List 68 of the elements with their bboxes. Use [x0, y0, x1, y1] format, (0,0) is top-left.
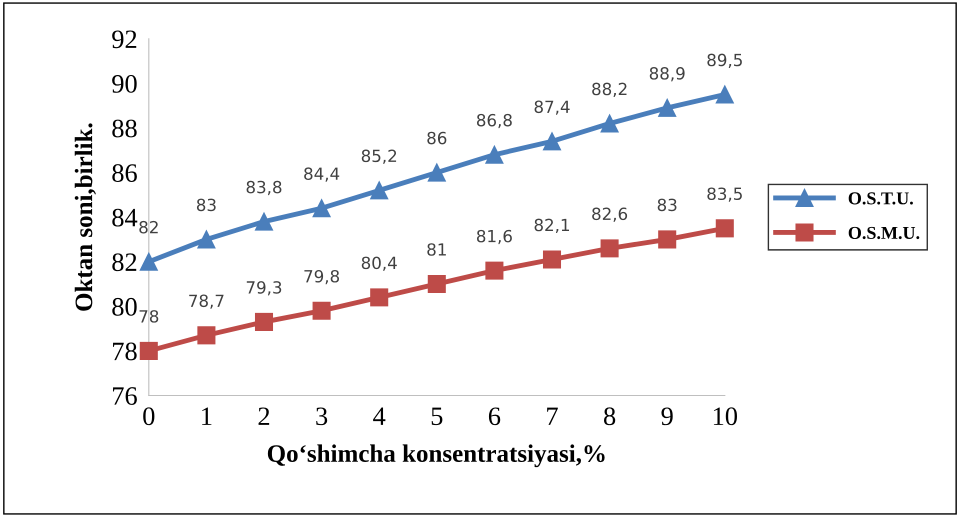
point — [197, 326, 216, 344]
point — [542, 250, 562, 269]
point — [542, 132, 562, 150]
x-tick-label: 10 — [714, 407, 737, 426]
x-tick-label: 3 — [316, 407, 328, 426]
data-label: 87,4 — [534, 100, 570, 115]
data-label: 79,8 — [304, 270, 340, 284]
x-tick-label: 4 — [373, 408, 386, 425]
point — [312, 302, 331, 320]
x-tick-label: 7 — [547, 408, 558, 425]
y-tick-label: 78 — [113, 342, 137, 360]
y-tick-label: 92 — [112, 30, 136, 48]
data-label: 88,2 — [592, 82, 626, 97]
point — [428, 164, 446, 182]
data-label: 86 — [427, 132, 446, 144]
y-tick-label: 80 — [112, 298, 137, 316]
point — [140, 342, 158, 360]
data-label: 83 — [196, 198, 216, 212]
data-label: 83,5 — [707, 187, 742, 202]
data-label: 82,6 — [592, 208, 628, 222]
legend-label: O.S.M.U. — [848, 226, 920, 240]
x-tick-label: 9 — [661, 407, 673, 426]
data-label: 78,7 — [189, 294, 224, 309]
point — [716, 85, 734, 104]
y-tick-label: 90 — [112, 74, 137, 93]
point — [600, 114, 619, 133]
data-label: 79,3 — [246, 281, 282, 296]
point — [485, 146, 504, 164]
x-tick-label: 1 — [202, 408, 212, 425]
x-tick-label: 5 — [432, 408, 442, 426]
point — [658, 230, 676, 248]
y-tick-label: 88 — [112, 120, 137, 138]
data-label: 84,4 — [304, 167, 340, 182]
data-label: 82 — [139, 220, 158, 234]
data-label: 83,8 — [246, 180, 282, 196]
y-tick-label: 76 — [113, 387, 137, 405]
data-label: 81 — [427, 243, 446, 256]
point — [658, 98, 676, 117]
point — [197, 230, 216, 248]
point — [370, 288, 388, 306]
data-label: 82,1 — [534, 218, 570, 233]
x-tick-label: 0 — [143, 407, 154, 426]
data-label: 89,5 — [707, 54, 742, 68]
point — [312, 199, 331, 218]
legend-label: O.S.T.U. — [848, 192, 913, 205]
point — [254, 312, 274, 331]
y-tick-label: 86 — [112, 164, 137, 182]
x-tick-label: 2 — [258, 407, 270, 425]
y-tick-label: 84 — [112, 208, 138, 227]
data-label: 86,8 — [476, 114, 512, 128]
data-label: 78 — [140, 310, 158, 323]
x-axis-title: Qo‘shimcha konsentratsiyasi,% — [268, 444, 605, 468]
x-tick-label: 8 — [604, 407, 616, 426]
point — [254, 212, 274, 231]
y-tick-label: 82 — [112, 253, 136, 272]
point — [370, 181, 388, 200]
x-tick-label: 6 — [488, 407, 500, 426]
data-label: 83 — [658, 198, 676, 212]
data-label: 80,4 — [362, 256, 397, 271]
point — [140, 252, 158, 271]
point — [485, 262, 504, 280]
point — [716, 219, 734, 238]
point — [600, 239, 619, 258]
data-label: 85,2 — [362, 150, 396, 164]
data-label: 88,9 — [650, 67, 685, 82]
point — [428, 275, 446, 294]
data-label: 81,6 — [476, 230, 512, 244]
y-axis-title: Oktan soni,birlik. — [74, 123, 96, 311]
